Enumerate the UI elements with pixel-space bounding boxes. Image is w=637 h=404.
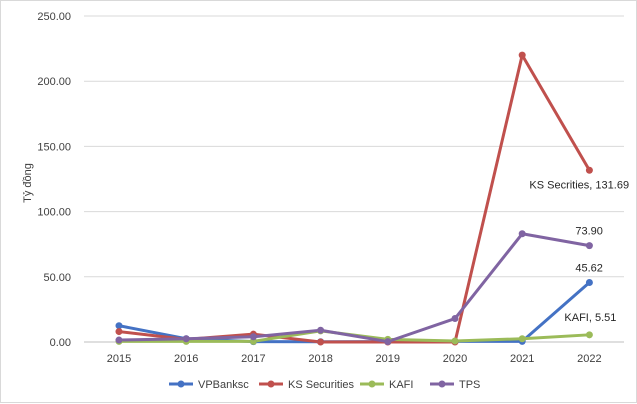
x-tick-label: 2021	[510, 353, 534, 365]
gridlines	[84, 15, 624, 343]
data-point	[518, 51, 526, 59]
series-line-ks-securities	[117, 53, 591, 344]
data-point	[115, 336, 123, 344]
legend-marker	[438, 380, 446, 388]
x-tick-label: 2018	[308, 353, 332, 365]
data-point	[585, 242, 593, 250]
data-point	[451, 337, 459, 345]
data-point	[182, 335, 190, 343]
legend-label: TPS	[459, 379, 480, 391]
data-point	[518, 335, 526, 343]
x-tick-label: 2020	[443, 353, 467, 365]
series-points	[115, 51, 593, 346]
legend-marker	[368, 380, 376, 388]
data-point	[317, 326, 325, 334]
series-lines	[117, 53, 591, 344]
y-tick-label: 0.00	[50, 337, 71, 349]
data-point	[585, 331, 593, 339]
data-point	[451, 315, 459, 323]
y-tick-label: 200.00	[37, 76, 71, 88]
x-axis: 2015 2016 2017 2018 2019 2020 2021 2022	[107, 353, 602, 365]
y-axis-label: Tỷ đồng	[22, 163, 34, 203]
y-tick-label: 250.00	[37, 11, 71, 23]
data-point	[518, 230, 526, 238]
data-point	[317, 338, 325, 346]
data-label: 45.62	[575, 263, 603, 275]
data-point	[585, 279, 593, 287]
data-label: 73.90	[575, 226, 603, 238]
legend: VPBanksc KS Securities KAFI TPS	[169, 379, 480, 391]
legend-label: KS Securities	[288, 379, 355, 391]
data-point	[115, 328, 123, 336]
x-tick-label: 2016	[174, 353, 198, 365]
x-tick-label: 2017	[241, 353, 265, 365]
series-line-vpbanksc	[117, 281, 591, 344]
y-axis-ticks: 0.00 50.00 100.00 150.00 200.00 250.00	[37, 11, 71, 349]
series-line-tps	[117, 232, 591, 344]
data-point	[115, 322, 123, 330]
legend-marker	[177, 380, 185, 388]
data-label: KS Secrities, 131.69	[529, 179, 629, 191]
legend-label: VPBanksc	[198, 379, 249, 391]
legend-label: KAFI	[389, 379, 413, 391]
data-point	[384, 338, 392, 346]
y-tick-label: 100.00	[37, 207, 71, 219]
data-label: KAFI, 5.51	[564, 312, 616, 324]
x-tick-label: 2019	[376, 353, 400, 365]
data-labels: KS Secrities, 131.69 73.90 45.62 KAFI, 5.51	[529, 179, 629, 324]
x-tick-label: 2022	[577, 353, 601, 365]
legend-marker	[267, 380, 275, 388]
y-tick-label: 150.00	[37, 141, 71, 153]
x-tick-label: 2015	[107, 353, 131, 365]
data-point	[249, 333, 257, 341]
y-tick-label: 50.00	[43, 272, 71, 284]
data-point	[585, 166, 593, 174]
